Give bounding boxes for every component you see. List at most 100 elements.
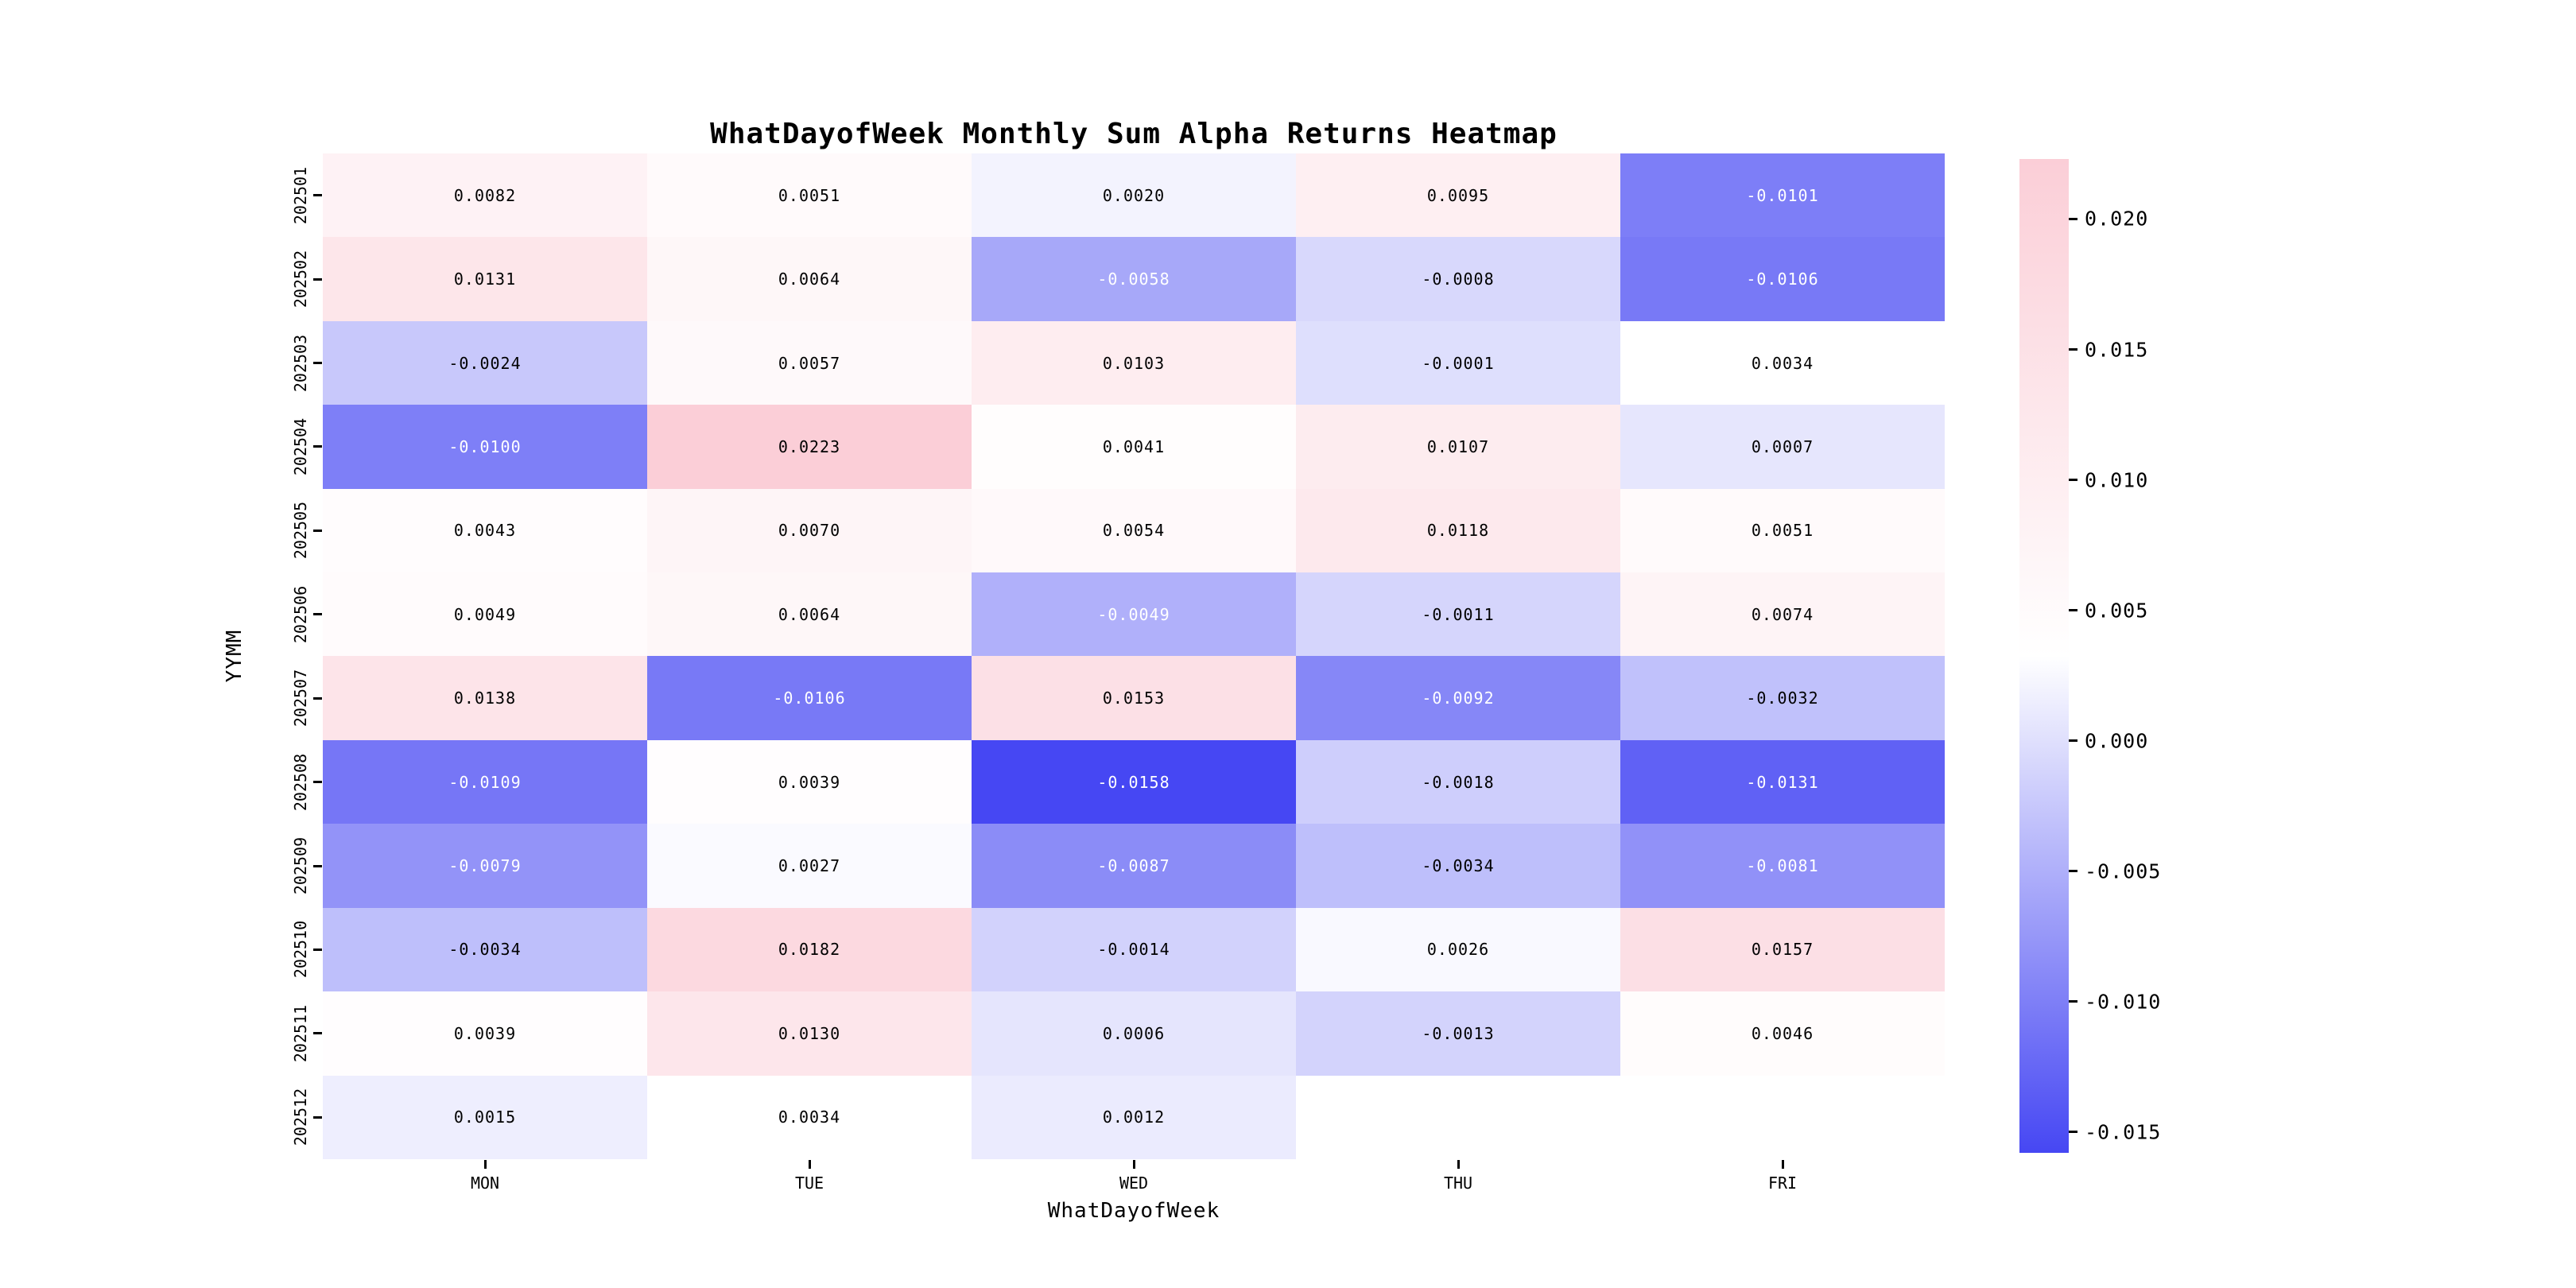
colorbar-gradient (2019, 159, 2069, 1153)
heatmap-cell: 0.0095 (1296, 153, 1620, 238)
y-tick-mark (313, 194, 322, 197)
heatmap-cell: -0.0032 (1620, 656, 1945, 740)
heatmap-cell: 0.0006 (972, 991, 1296, 1076)
heatmap-cell: -0.0158 (972, 739, 1296, 824)
heatmap-cell: -0.0087 (972, 824, 1296, 908)
y-tick-label: 202502 (291, 250, 310, 308)
x-tick-mark (483, 1160, 487, 1169)
y-tick-mark (313, 613, 322, 616)
heatmap-cell: 0.0007 (1620, 405, 1945, 489)
heatmap-cell (1620, 1075, 1945, 1159)
y-tick-label: 202503 (291, 334, 310, 392)
x-tick-mark (1132, 1160, 1135, 1169)
heatmap-cell: -0.0013 (1296, 991, 1620, 1076)
heatmap-cell: -0.0014 (972, 907, 1296, 992)
heatmap-cell: -0.0106 (1620, 237, 1945, 321)
heatmap-cell: 0.0039 (323, 991, 647, 1076)
heatmap-cell: 0.0157 (1620, 907, 1945, 992)
heatmap-cell: 0.0049 (323, 572, 647, 657)
heatmap-cell: 0.0057 (647, 320, 972, 405)
colorbar-tick-mark (2069, 1000, 2077, 1003)
y-tick-label: 202510 (291, 921, 310, 979)
x-tick-mark (1457, 1160, 1460, 1169)
heatmap-cell: -0.0034 (323, 907, 647, 992)
heatmap-cell: 0.0074 (1620, 572, 1945, 657)
colorbar-tick-label: -0.005 (2085, 859, 2162, 883)
heatmap-cell: -0.0011 (1296, 572, 1620, 657)
colorbar-tick-label: -0.010 (2085, 990, 2162, 1014)
heatmap-cell: 0.0103 (972, 320, 1296, 405)
y-tick-label: 202509 (291, 836, 310, 895)
colorbar-tick-label: 0.010 (2085, 468, 2149, 492)
heatmap-cell: -0.0079 (323, 824, 647, 908)
y-tick-label: 202507 (291, 669, 310, 727)
heatmap-cell: 0.0138 (323, 656, 647, 740)
heatmap-cell: -0.0008 (1296, 237, 1620, 321)
colorbar-tick-label: 0.020 (2085, 207, 2149, 231)
colorbar-tick-mark (2069, 870, 2077, 873)
heatmap-cell: -0.0049 (972, 572, 1296, 657)
y-tick-mark (313, 529, 322, 532)
heatmap-cell: 0.0064 (647, 237, 972, 321)
x-tick-label: MON (470, 1174, 500, 1193)
heatmap-cell: 0.0026 (1296, 907, 1620, 992)
y-tick-mark (313, 1032, 322, 1035)
heatmap-grid: 0.0082 0.0051 0.0020 0.0095 -0.0101 0.0131 0.0… (323, 153, 1945, 1159)
heatmap-cell: -0.0001 (1296, 320, 1620, 405)
y-tick-label: 202506 (291, 585, 310, 643)
y-tick-mark (313, 362, 322, 365)
x-tick-label: FRI (1767, 1174, 1798, 1193)
heatmap-cell: 0.0034 (1620, 320, 1945, 405)
heatmap-cell: -0.0024 (323, 320, 647, 405)
y-tick-mark (313, 864, 322, 867)
heatmap-cell: 0.0015 (323, 1075, 647, 1159)
x-axis-label: WhatDayofWeek (1047, 1199, 1220, 1223)
colorbar-tick-label: 0.000 (2085, 729, 2149, 753)
heatmap-cell: -0.0081 (1620, 824, 1945, 908)
heatmap-cell: -0.0106 (647, 656, 972, 740)
colorbar-tick-mark (2069, 609, 2077, 612)
y-tick-mark (313, 696, 322, 700)
y-tick-label: 202511 (291, 1004, 310, 1062)
heatmap-cell: -0.0101 (1620, 153, 1945, 238)
heatmap-cell: -0.0100 (323, 405, 647, 489)
y-tick-label: 202508 (291, 753, 310, 811)
heatmap-cell: -0.0034 (1296, 824, 1620, 908)
heatmap-cell: 0.0012 (972, 1075, 1296, 1159)
heatmap-cell: 0.0043 (323, 488, 647, 573)
heatmap-cell: 0.0064 (647, 572, 972, 657)
heatmap-cell: 0.0223 (647, 405, 972, 489)
heatmap-cell: 0.0054 (972, 488, 1296, 573)
heatmap-cell: 0.0153 (972, 656, 1296, 740)
heatmap-cell: 0.0082 (323, 153, 647, 238)
x-tick-label: TUE (794, 1174, 824, 1193)
y-tick-mark (313, 277, 322, 281)
heatmap-cell: 0.0118 (1296, 488, 1620, 573)
colorbar-tick-mark (2069, 739, 2077, 743)
x-tick-label: WED (1119, 1174, 1149, 1193)
heatmap-cell: 0.0051 (647, 153, 972, 238)
heatmap-cell: 0.0039 (647, 739, 972, 824)
colorbar-tick-mark (2069, 1131, 2077, 1134)
y-tick-mark (313, 781, 322, 784)
heatmap-cell: -0.0131 (1620, 739, 1945, 824)
y-tick-mark (313, 445, 322, 448)
heatmap-cell: 0.0130 (647, 991, 972, 1076)
y-tick-label: 202501 (291, 166, 310, 224)
y-tick-mark (313, 948, 322, 951)
colorbar-tick-label: -0.015 (2085, 1120, 2162, 1144)
heatmap-cell: 0.0131 (323, 237, 647, 321)
x-tick-mark (1781, 1160, 1784, 1169)
heatmap-cell: 0.0041 (972, 405, 1296, 489)
colorbar: 0.020 0.015 0.010 0.005 0.000 -0.005 -0.010 -0.… (2019, 159, 2160, 1153)
heatmap-cell: -0.0018 (1296, 739, 1620, 824)
x-tick-label: THU (1443, 1174, 1473, 1193)
heatmap-cell: -0.0092 (1296, 656, 1620, 740)
heatmap-cell: 0.0046 (1620, 991, 1945, 1076)
heatmap-cell: 0.0027 (647, 824, 972, 908)
chart-title: WhatDayofWeek Monthly Sum Alpha Returns … (710, 118, 1558, 150)
heatmap-cell: -0.0058 (972, 237, 1296, 321)
heatmap-cell: 0.0107 (1296, 405, 1620, 489)
y-tick-label: 202512 (291, 1088, 310, 1146)
